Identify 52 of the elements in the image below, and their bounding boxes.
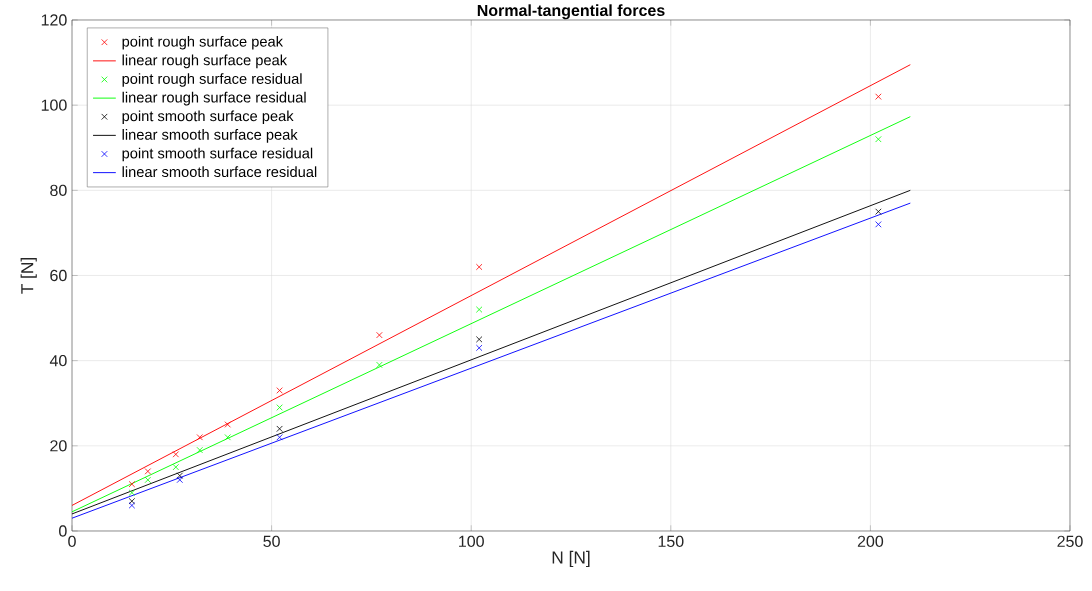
point — [475, 344, 483, 352]
legend-label: linear rough surface residual — [122, 91, 306, 106]
point — [276, 404, 283, 411]
point — [276, 387, 283, 394]
point — [144, 476, 152, 484]
x-tick-label: 100 — [459, 535, 484, 548]
point — [475, 336, 483, 343]
point — [196, 446, 203, 454]
x-tick-label: 0 — [68, 535, 76, 548]
y-tick-label: 40 — [49, 354, 67, 367]
legend-label: point smooth surface residual — [122, 147, 313, 162]
y-tick-label: 60 — [50, 269, 67, 282]
point — [276, 425, 283, 433]
point — [128, 489, 136, 496]
y-tick-label: 80 — [50, 184, 67, 196]
point — [128, 502, 136, 509]
x-axis-title: N [N] — [552, 550, 590, 567]
point — [875, 93, 882, 100]
point — [172, 451, 180, 458]
legend-label: linear smooth surface residual — [122, 166, 317, 178]
point — [376, 331, 383, 339]
y-tick-label: 120 — [41, 14, 67, 26]
legend-label: linear rough surface peak — [122, 54, 288, 69]
point — [376, 361, 383, 369]
point — [196, 434, 203, 441]
x-tick-label: 50 — [263, 535, 280, 548]
point — [875, 135, 882, 143]
x-tick-label: 200 — [857, 535, 884, 548]
point — [128, 497, 136, 505]
y-tick-label: 0 — [59, 525, 67, 537]
point — [875, 208, 882, 215]
y-axis-title: T [N] — [20, 257, 37, 294]
legend-label: linear smooth surface peak — [122, 129, 298, 143]
legend-label: point rough surface peak — [122, 35, 284, 50]
point — [172, 463, 180, 471]
point — [475, 306, 483, 313]
chart-title: Normal-tangential forces — [477, 4, 665, 20]
y-tick-label: 20 — [50, 440, 67, 452]
point — [276, 434, 283, 441]
point — [128, 480, 136, 488]
point — [224, 421, 231, 428]
x-tick-label: 150 — [658, 535, 684, 548]
legend-label: point rough surface residual — [122, 73, 302, 87]
point — [176, 476, 184, 484]
legend-label: point smooth surface peak — [122, 110, 294, 125]
point — [176, 472, 184, 479]
point — [144, 468, 152, 475]
x-tick-label: 250 — [1057, 535, 1083, 548]
point — [875, 221, 882, 228]
point — [475, 263, 483, 271]
y-tick-label: 100 — [41, 99, 67, 111]
point — [224, 434, 231, 441]
